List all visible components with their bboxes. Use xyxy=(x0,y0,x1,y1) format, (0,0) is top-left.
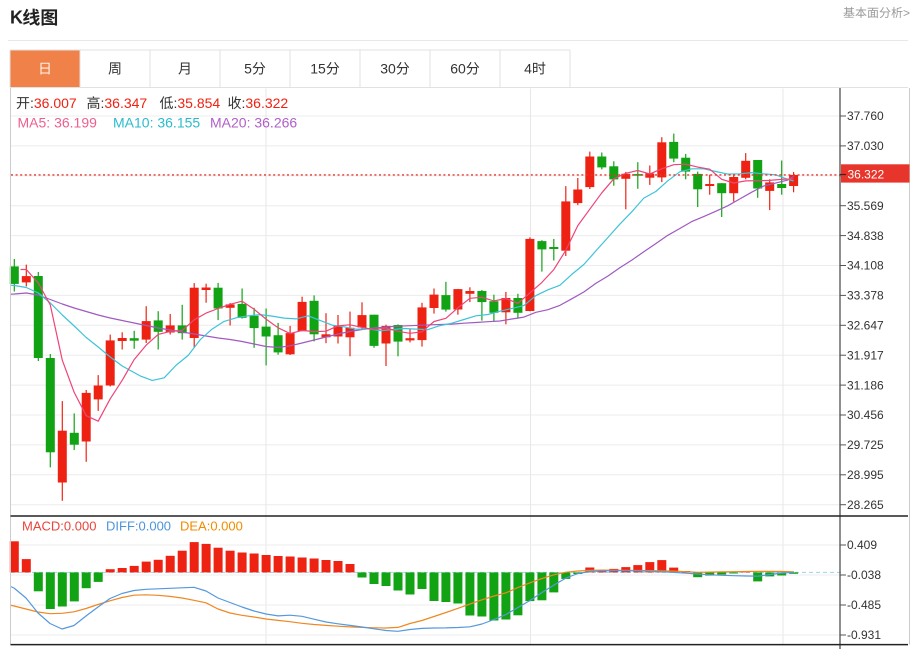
svg-text:15: 15 xyxy=(310,61,326,77)
svg-text:-0.485: -0.485 xyxy=(847,598,881,612)
svg-text:37.030: 37.030 xyxy=(847,139,884,153)
svg-text:34.108: 34.108 xyxy=(847,259,884,273)
svg-text:MA10: 36.155: MA10: 36.155 xyxy=(113,115,200,131)
svg-text:30.456: 30.456 xyxy=(847,408,884,422)
svg-text:MA20: 36.266: MA20: 36.266 xyxy=(210,115,297,131)
svg-text:K: K xyxy=(10,8,23,28)
svg-text:4: 4 xyxy=(524,61,532,77)
svg-text:-0.931: -0.931 xyxy=(847,628,881,642)
svg-text:MA5: 36.199: MA5: 36.199 xyxy=(18,115,98,131)
svg-text:34.838: 34.838 xyxy=(847,229,884,243)
svg-text::36.347: :36.347 xyxy=(101,95,148,111)
svg-text:37.760: 37.760 xyxy=(847,109,884,123)
svg-text:DEA:0.000: DEA:0.000 xyxy=(180,519,243,534)
svg-text:29.725: 29.725 xyxy=(847,438,884,452)
svg-text:30: 30 xyxy=(380,61,396,77)
svg-text::36.007: :36.007 xyxy=(30,95,77,111)
svg-text:MACD:0.000: MACD:0.000 xyxy=(22,519,96,534)
svg-text:DIFF:0.000: DIFF:0.000 xyxy=(106,519,171,534)
svg-text::35.854: :35.854 xyxy=(174,95,221,111)
svg-text:31.186: 31.186 xyxy=(847,378,884,392)
svg-text:32.647: 32.647 xyxy=(847,319,884,333)
svg-text:28.265: 28.265 xyxy=(847,498,884,512)
svg-text:60: 60 xyxy=(450,61,466,77)
svg-text:>: > xyxy=(903,6,910,20)
svg-text:-0.038: -0.038 xyxy=(847,568,881,582)
svg-text:36.322: 36.322 xyxy=(848,168,885,182)
svg-text:0.409: 0.409 xyxy=(847,538,877,552)
svg-text:33.378: 33.378 xyxy=(847,289,884,303)
svg-text:5: 5 xyxy=(244,61,252,77)
svg-text:35.569: 35.569 xyxy=(847,199,884,213)
svg-text:31.917: 31.917 xyxy=(847,348,884,362)
svg-text:28.995: 28.995 xyxy=(847,468,884,482)
svg-text::36.322: :36.322 xyxy=(242,95,289,111)
